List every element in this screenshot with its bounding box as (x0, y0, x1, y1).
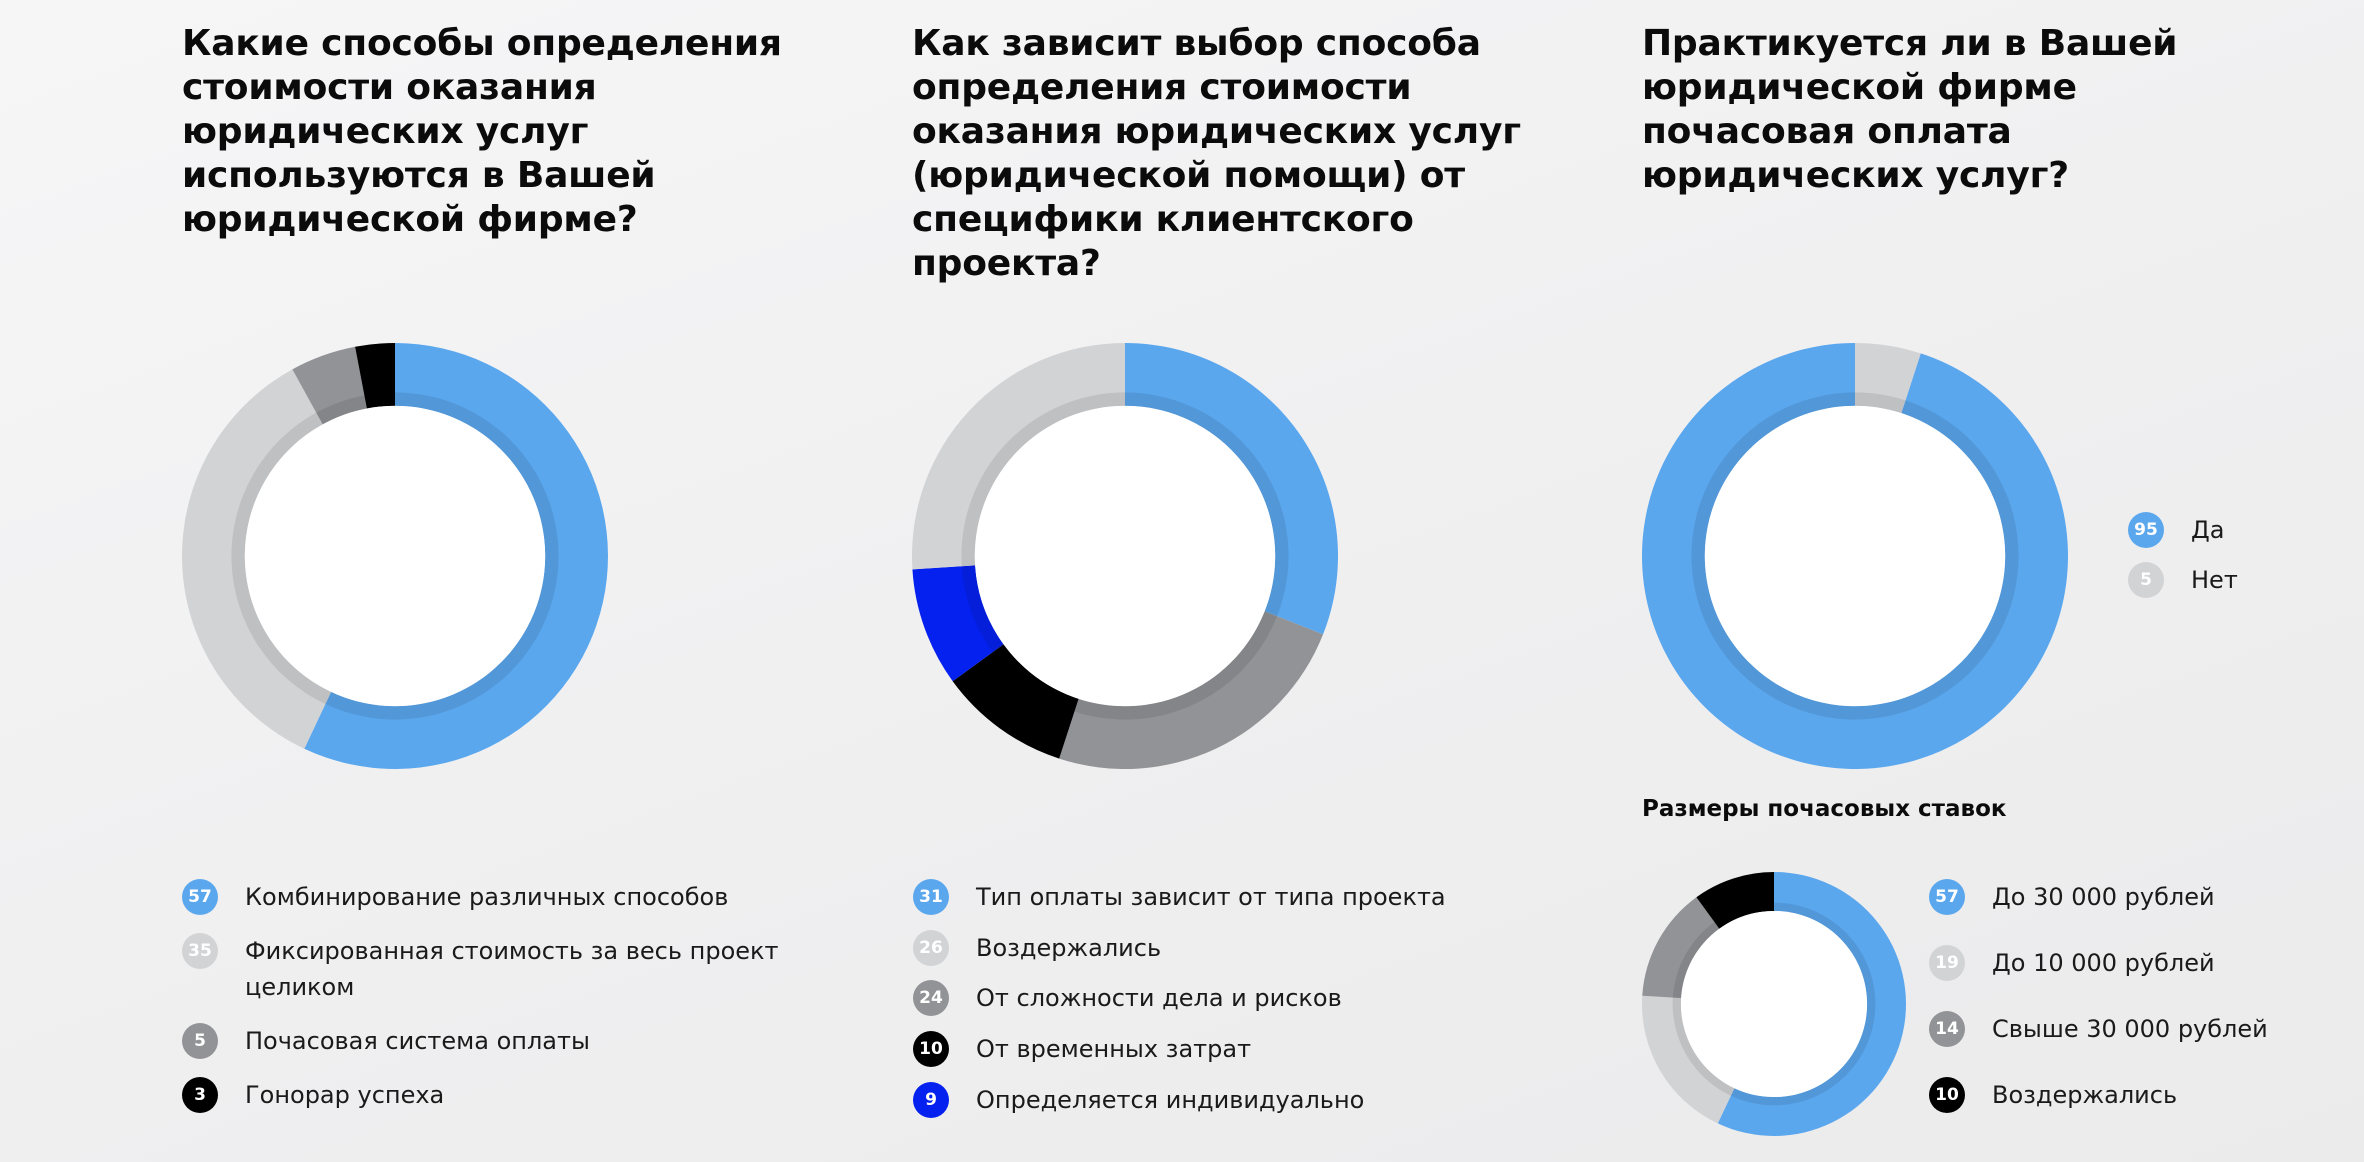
donut-slice-inner-ring-нет (1855, 392, 1906, 414)
legend-value-badge: 31 (913, 879, 949, 915)
legend-label: От временных затрат (976, 1035, 1252, 1064)
donut-slice-inner-ring-определяется-индивидуально (961, 565, 1004, 653)
legend-value-badge: 57 (1929, 879, 1965, 915)
legend-item: 95 Да (2128, 512, 2328, 548)
legend-value-badge: 35 (182, 933, 218, 969)
donut-hole (1680, 910, 1868, 1098)
legend-item: 5 Нет (2128, 562, 2328, 598)
donut-slice-свыше-30-000-рублей (1642, 897, 1720, 999)
legend-value-badge: 3 (182, 1077, 218, 1113)
donut-slice-inner-ring-до-10-000-рублей (1672, 997, 1735, 1096)
legend-item: 57 До 30 000 рублей (1929, 879, 2349, 915)
legend-item: 3 Гонорар успеха (182, 1077, 802, 1113)
donut-slice-от-временных-затрат (952, 644, 1079, 759)
legend-label: От сложности дела и рисков (976, 984, 1342, 1013)
donut-slice-inner-ring-почасовая-система-оплаты (316, 395, 367, 425)
legend-item: 9 Определяется индивидуально (913, 1081, 1473, 1118)
donut-slice-inner-ring-гонорар-успеха (364, 392, 395, 409)
chart1-title: Какие способы определения стоимости оказ… (182, 23, 782, 240)
legend-label: Почасовая система оплаты (245, 1027, 590, 1055)
donut-hole (1704, 405, 2006, 707)
legend-item: 57 Комбинирование различных способов (182, 879, 802, 915)
donut-chart-project-dependency (912, 343, 1338, 769)
donut-slice-воздержались (912, 343, 1125, 570)
legend-value-badge: 14 (1929, 1011, 1965, 1047)
donut-slice-тип-оплаты-зависит-от-типа-проекта (1125, 343, 1338, 635)
legend-label: Свыше 30 000 рублей (1992, 1015, 2268, 1043)
donut-slice-до-10-000-рублей (1642, 995, 1735, 1124)
chart2-title: Как зависит выбор способа определения ст… (912, 23, 1521, 284)
chart3-legend: 95 Да 5 Нет (2128, 512, 2328, 612)
donut-chart-hourly-rates (1642, 872, 1906, 1136)
legend-item: 35 Фиксированная стоимость за весь проект… (182, 933, 802, 1005)
legend-item: 19 До 10 000 рублей (1929, 945, 2349, 981)
donut-slice-комбинирование-различных-способов (304, 343, 608, 769)
donut-slice-гонорар-успеха (355, 343, 395, 409)
donut-slice-inner-ring-свыше-30-000-рублей (1672, 921, 1720, 999)
legend-item: 10 Воздержались (1929, 1077, 2349, 1113)
legend-label: Воздержались (976, 933, 1162, 962)
legend-value-badge: 57 (182, 879, 218, 915)
legend-value-badge: 95 (2128, 512, 2164, 548)
donut-slice-да (1642, 343, 2068, 769)
legend-label: Фиксированная стоимость за весь проект ц… (245, 937, 779, 1001)
donut-slice-inner-ring-от-временных-затрат (992, 644, 1079, 712)
legend-label: Нет (2191, 566, 2238, 594)
chart4-legend: 57 До 30 000 рублей 19 До 10 000 рублей 14 Св… (1929, 879, 2349, 1143)
legend-label: Тип оплаты зависит от типа проекта (976, 883, 1446, 911)
legend-value-badge: 26 (913, 929, 949, 966)
legend-label: До 30 000 рублей (1992, 883, 2215, 911)
donut-slice-фиксированная-стоимость-за-весь-проект-целиком (182, 369, 332, 749)
legend-value-badge: 9 (913, 1081, 949, 1118)
chart1-legend: 57 Комбинирование различных способов 35 Фик… (182, 879, 802, 1131)
legend-item: 10 От временных затрат (913, 1031, 1473, 1068)
donut-slice-inner-ring-воздержались (961, 392, 1125, 567)
legend-value-badge: 5 (2128, 562, 2164, 598)
donut-slice-inner-ring-фиксированная-стоимость-за-весь-проект-целиком (231, 412, 332, 705)
legend-label: Воздержались (1992, 1081, 2178, 1109)
donut-chart-hourly-billing (1642, 343, 2068, 769)
donut-slice-воздержались (1696, 872, 1774, 929)
donut-slice-inner-ring-воздержались (1714, 902, 1774, 929)
legend-item: 26 Воздержались (913, 929, 1473, 966)
legend-value-badge: 10 (1929, 1077, 1965, 1113)
legend-label: Гонорар успеха (245, 1081, 445, 1109)
donut-slice-inner-ring-от-сложности-дела-и-рисков (1074, 611, 1278, 720)
legend-value-badge: 5 (182, 1023, 218, 1059)
legend-label: Да (2191, 516, 2225, 544)
donut-slice-до-30-000-рублей (1717, 872, 1906, 1136)
chart2-legend: 31 Тип оплаты зависит от типа проекта 26 Во… (913, 879, 1473, 1132)
legend-item: 24 От сложности дела и рисков (913, 980, 1473, 1017)
donut-chart-pricing-methods (182, 343, 608, 769)
legend-item: 5 Почасовая система оплаты (182, 1023, 802, 1059)
donut-hole (244, 405, 546, 707)
legend-item: 31 Тип оплаты зависит от типа проекта (913, 879, 1473, 915)
legend-value-badge: 24 (913, 980, 949, 1017)
donut-slice-от-сложности-дела-и-рисков (1059, 611, 1324, 769)
legend-label: До 10 000 рублей (1992, 949, 2215, 977)
donut-slice-определяется-индивидуально (912, 565, 1004, 682)
donut-slice-inner-ring-тип-оплаты-зависит-от-типа-проекта (1125, 392, 1289, 617)
donut-slice-нет (1855, 343, 1921, 414)
chart3-title: Практикуется ли в Вашей юридической фирм… (1642, 23, 2178, 196)
donut-slice-почасовая-система-оплаты (292, 346, 367, 425)
legend-label: Комбинирование различных способов (245, 883, 729, 911)
legend-value-badge: 19 (1929, 945, 1965, 981)
chart4-title: Размеры почасовых ставок (1642, 796, 2007, 822)
donut-hole (974, 405, 1276, 707)
legend-item: 14 Свыше 30 000 рублей (1929, 1011, 2349, 1047)
legend-label: Определяется индивидуально (976, 1085, 1365, 1114)
legend-value-badge: 10 (913, 1031, 949, 1068)
